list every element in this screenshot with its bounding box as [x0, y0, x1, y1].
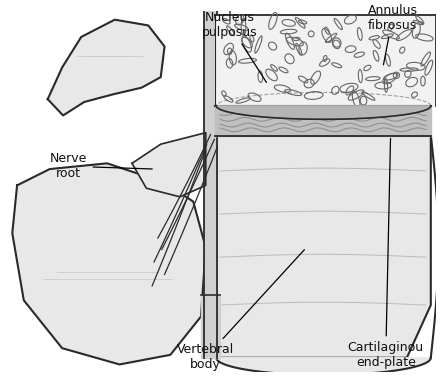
Text: Nucleus
pulposus: Nucleus pulposus: [202, 11, 267, 83]
Polygon shape: [216, 106, 431, 119]
Polygon shape: [132, 133, 206, 197]
Polygon shape: [204, 11, 217, 358]
Polygon shape: [215, 135, 431, 358]
Polygon shape: [12, 163, 206, 365]
Text: Nerve
root: Nerve root: [50, 152, 152, 180]
Polygon shape: [48, 20, 165, 115]
Text: Cartilaginou
end-plate: Cartilaginou end-plate: [348, 138, 424, 369]
Text: Vertebral
body: Vertebral body: [177, 250, 304, 371]
Polygon shape: [201, 296, 220, 358]
Polygon shape: [215, 358, 431, 375]
Text: Annulus
fibrosus: Annulus fibrosus: [368, 4, 417, 65]
Polygon shape: [215, 106, 431, 136]
Polygon shape: [215, 15, 436, 106]
